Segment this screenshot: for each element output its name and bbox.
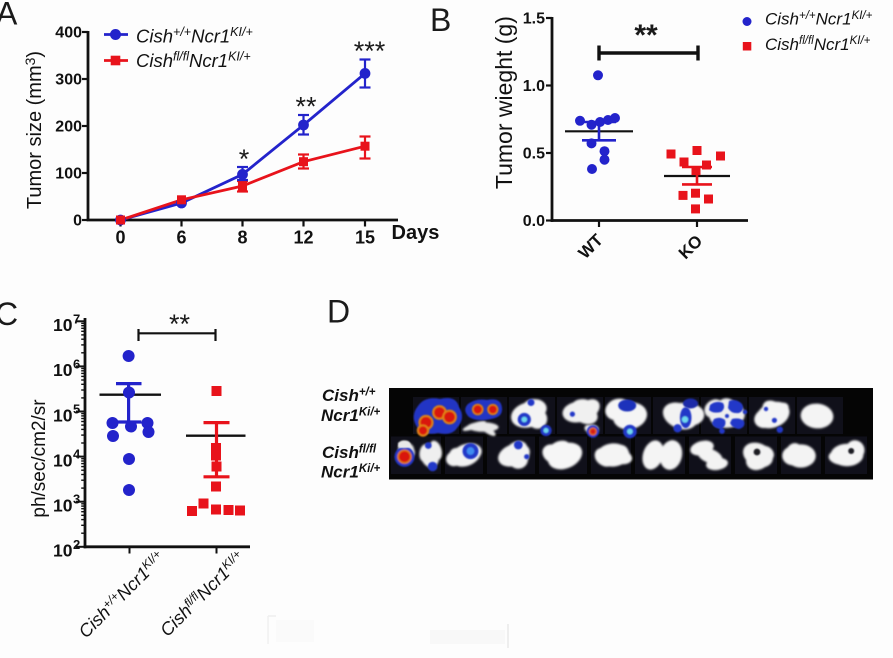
svg-text:Tumor size (mm3): Tumor size (mm3) [22, 51, 46, 209]
svg-text:4: 4 [73, 447, 81, 462]
svg-text:0: 0 [73, 213, 82, 230]
svg-text:6: 6 [176, 228, 186, 248]
svg-text:300: 300 [55, 72, 82, 89]
svg-text:6: 6 [73, 356, 80, 371]
svg-text:10: 10 [53, 496, 73, 516]
svg-text:100: 100 [55, 166, 82, 183]
svg-text:D: D [327, 294, 350, 330]
svg-text:10: 10 [53, 315, 73, 335]
svg-text:10: 10 [53, 360, 73, 380]
svg-text:10: 10 [53, 405, 73, 425]
svg-text:Ncr1Ki/+: Ncr1Ki/+ [321, 406, 381, 425]
svg-text:**: ** [169, 309, 191, 339]
svg-text:Days: Days [392, 222, 440, 244]
svg-text:0: 0 [115, 228, 125, 248]
svg-text:A: A [0, 0, 18, 32]
svg-text:*: * [239, 144, 250, 174]
svg-text:1.0: 1.0 [523, 78, 545, 95]
svg-text:Cishfl/fl: Cishfl/fl [322, 443, 377, 462]
svg-text:10: 10 [53, 450, 73, 470]
svg-text:Cish+/+: Cish+/+ [322, 386, 376, 405]
svg-text:**: ** [295, 92, 317, 122]
svg-text:Cish+/+Ncr1KI/+: Cish+/+Ncr1KI/+ [74, 547, 169, 642]
svg-text:***: *** [354, 36, 386, 66]
svg-text:Ncr1Ki/+: Ncr1Ki/+ [321, 463, 381, 482]
svg-text:Cishfl/flNcr1KI/+: Cishfl/flNcr1KI/+ [765, 35, 871, 54]
svg-text:WT: WT [575, 230, 608, 263]
svg-text:5: 5 [73, 402, 80, 417]
svg-text:B: B [430, 2, 451, 38]
svg-text:400: 400 [55, 25, 82, 42]
svg-text:0.5: 0.5 [523, 146, 545, 163]
svg-text:C: C [0, 296, 18, 332]
svg-text:Tumor wieght (g): Tumor wieght (g) [491, 16, 517, 189]
svg-text:12: 12 [293, 228, 313, 248]
svg-text:15: 15 [355, 228, 375, 248]
svg-text:Cishfl/flNcr1KI/+: Cishfl/flNcr1KI/+ [136, 50, 251, 71]
svg-text:2: 2 [73, 537, 80, 552]
svg-text:7: 7 [73, 311, 80, 326]
svg-text:0.0: 0.0 [523, 213, 545, 230]
svg-text:200: 200 [55, 119, 82, 136]
svg-text:3: 3 [73, 492, 80, 507]
svg-text:Cishfl/flNcr1KI/+: Cishfl/flNcr1KI/+ [155, 547, 248, 640]
svg-text:ph/sec/cm2/sr: ph/sec/cm2/sr [29, 399, 50, 518]
svg-text:Cish+/+Ncr1KI/+: Cish+/+Ncr1KI/+ [765, 10, 873, 29]
svg-text:8: 8 [237, 228, 247, 248]
svg-text:**: ** [634, 19, 658, 52]
svg-text:1.5: 1.5 [523, 11, 545, 28]
svg-text:KO: KO [675, 231, 706, 262]
svg-text:Cish+/+Ncr1KI/+: Cish+/+Ncr1KI/+ [136, 25, 253, 46]
svg-text:10: 10 [53, 541, 73, 561]
